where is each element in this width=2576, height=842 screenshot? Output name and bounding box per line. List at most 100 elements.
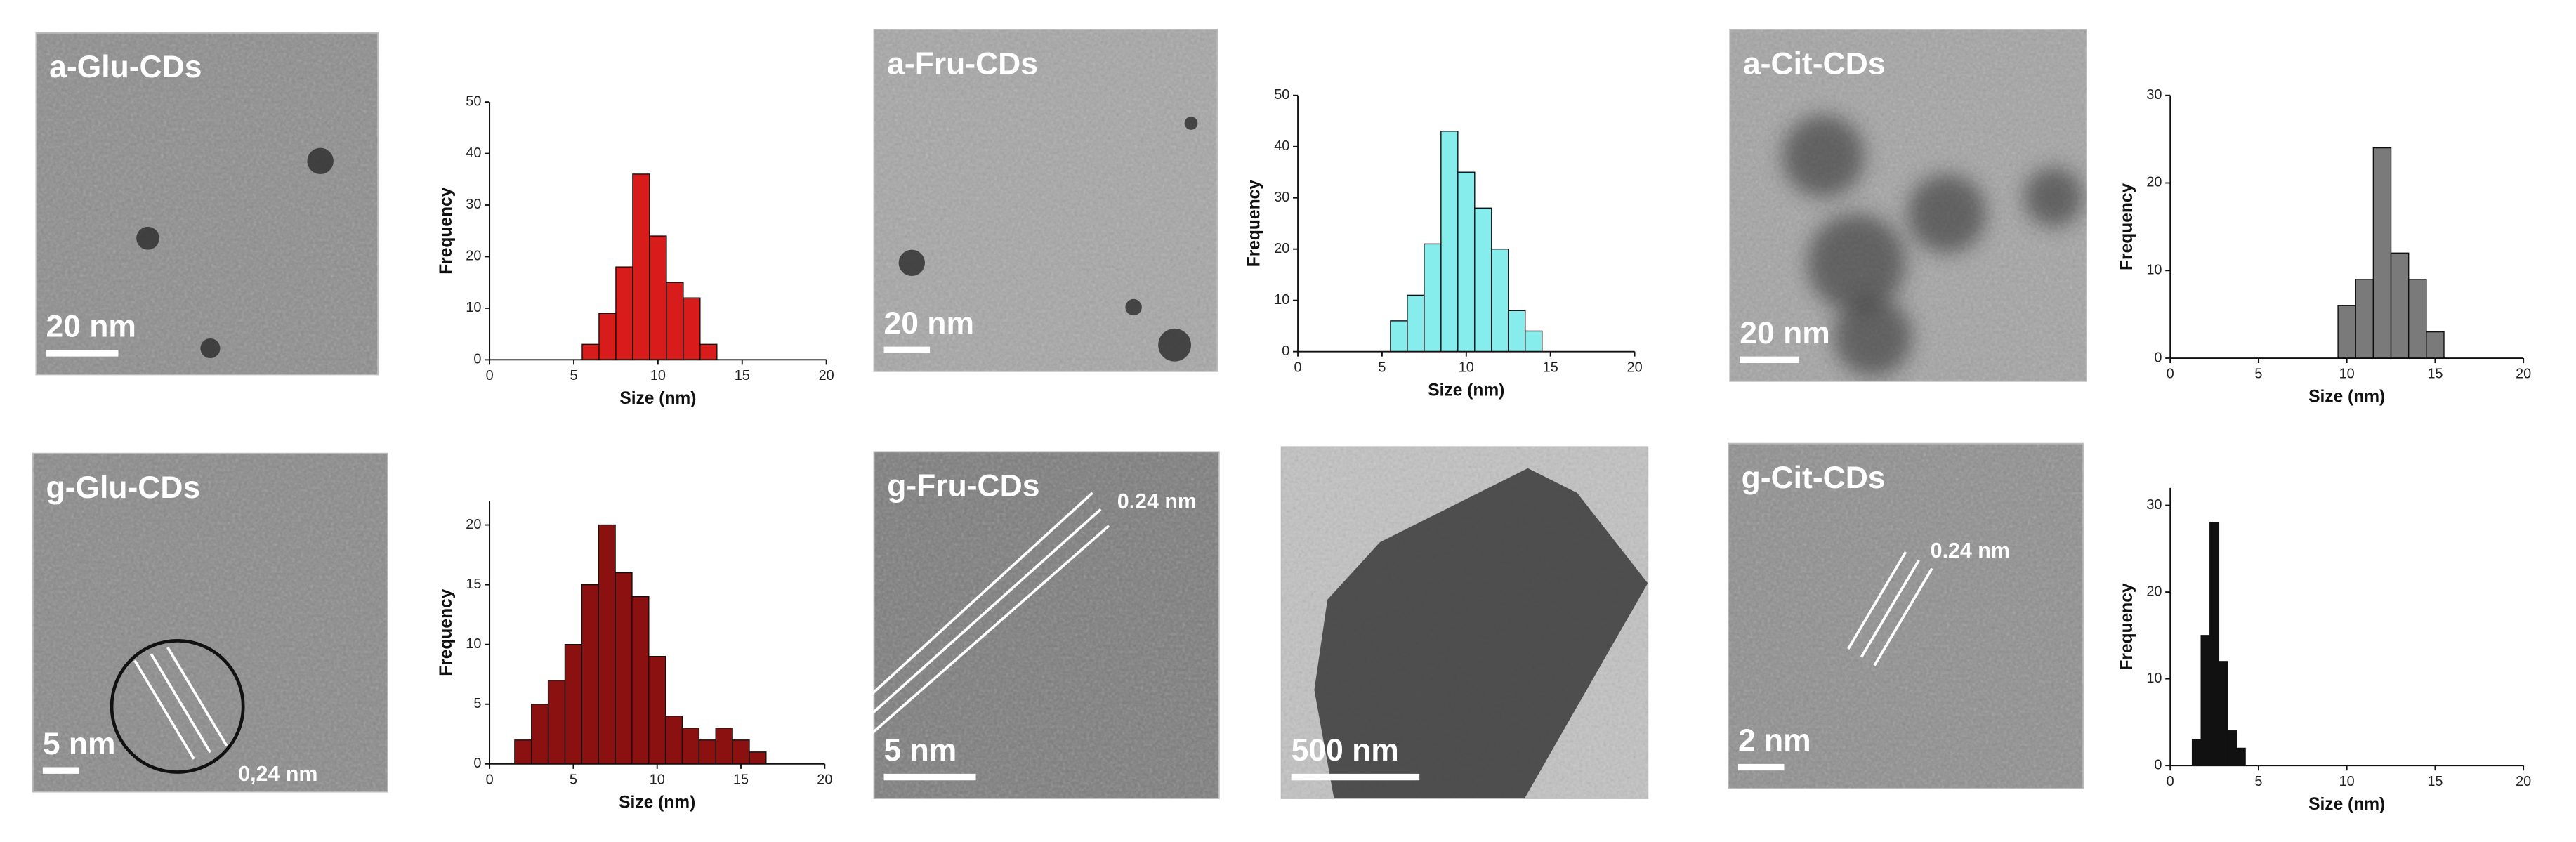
image-content	[32, 453, 388, 792]
bar	[2209, 522, 2220, 766]
x-tick-label: 0	[1294, 360, 1302, 375]
bar	[681, 728, 700, 765]
histogram: 0 10 20 30 0 5 10 15 20 Size (nm) Frequency	[2117, 87, 2531, 407]
bar	[666, 282, 684, 361]
bar	[598, 313, 617, 361]
y-tick-label: 10	[2146, 671, 2162, 686]
y-axis-label: Frequency	[2117, 583, 2136, 670]
image-label: a-Glu-CDs	[49, 50, 202, 84]
x-tick-label: 15	[2427, 774, 2443, 789]
x-tick-label: 5	[2254, 774, 2262, 789]
lattice-line	[1860, 559, 1920, 658]
histogram: 0 5 10 15 20 0 5 10 15 20 Size (nm) Frequency	[437, 501, 832, 812]
x-axis-label: Size (nm)	[619, 793, 695, 812]
bar	[749, 751, 767, 765]
lattice-line	[850, 492, 1093, 714]
y-axis-label: Frequency	[437, 588, 456, 676]
y-tick-label: 0	[2154, 350, 2162, 365]
scale-bar-label: 20 nm	[1740, 316, 1829, 350]
y-tick-label: 10	[466, 300, 481, 315]
bar	[2200, 635, 2211, 766]
particle	[1158, 328, 1191, 362]
image-texture	[36, 32, 379, 375]
image-texture	[1728, 443, 2084, 789]
image-content	[874, 29, 1218, 371]
image-texture	[874, 29, 1218, 371]
x-axis-label: Size (nm)	[1428, 381, 1504, 400]
bar	[1508, 310, 1526, 353]
bar	[732, 739, 750, 765]
particle	[1314, 468, 1648, 798]
y-tick-label: 30	[1274, 190, 1289, 205]
particle	[1807, 213, 1906, 313]
micrograph: a-Cit-CDs 20 nm	[1729, 29, 2087, 382]
y-tick-label: 20	[466, 517, 481, 532]
bar	[715, 728, 733, 765]
x-tick-label: 5	[570, 368, 577, 383]
bar	[631, 596, 650, 765]
x-axis-label: Size (nm)	[619, 389, 696, 408]
y-tick-label: 0	[2154, 757, 2162, 772]
y-tick-label: 10	[466, 636, 481, 652]
x-tick-label: 15	[2427, 367, 2443, 382]
bar	[664, 716, 683, 765]
x-tick-label: 20	[1627, 360, 1643, 375]
bar	[1440, 131, 1459, 353]
bar	[683, 297, 701, 361]
scale-bar-label: 5 nm	[884, 733, 957, 768]
x-tick-label: 5	[2254, 367, 2262, 382]
x-axis-label: Size (nm)	[2308, 795, 2385, 814]
y-tick-label: 10	[2146, 263, 2162, 278]
bar	[1390, 320, 1408, 353]
image-label: g-Cit-CDs	[1742, 461, 1886, 495]
bar	[1457, 171, 1476, 353]
lattice-line	[166, 646, 228, 747]
image-texture	[32, 453, 388, 792]
y-tick-label: 0	[473, 756, 481, 771]
micrograph: g-Glu-CDs 5 nm 0,24 nm	[32, 452, 389, 793]
image-label: a-Cit-CDs	[1743, 46, 1885, 81]
bar	[1525, 330, 1543, 353]
image-content	[874, 452, 1219, 798]
x-tick-label: 0	[486, 772, 494, 787]
lattice-line	[1873, 567, 1933, 666]
image-content	[36, 32, 379, 375]
x-tick-label: 5	[1378, 360, 1386, 375]
bar	[2407, 279, 2427, 359]
image-label: g-Glu-CDs	[46, 471, 201, 505]
bar	[2372, 147, 2392, 359]
y-tick-label: 30	[2146, 87, 2162, 103]
x-tick-label: 0	[2167, 367, 2174, 382]
y-tick-label: 15	[466, 577, 481, 592]
particle	[1907, 174, 1987, 254]
bar	[2218, 661, 2228, 766]
x-tick-label: 10	[1459, 360, 1474, 375]
y-tick-label: 20	[2146, 175, 2162, 190]
micrograph: a-Glu-CDs 20 nm	[35, 32, 379, 376]
x-tick-label: 10	[2339, 774, 2355, 789]
x-tick-label: 10	[2339, 367, 2355, 382]
y-tick-label: 40	[1274, 138, 1289, 154]
bar	[698, 739, 716, 765]
lattice-line	[133, 659, 195, 760]
scale-bar-label: 5 nm	[43, 727, 116, 761]
y-axis-label: Frequency	[2117, 183, 2136, 270]
particle	[136, 226, 159, 250]
bar	[598, 524, 616, 765]
y-tick-label: 30	[466, 197, 481, 212]
bar	[699, 343, 718, 361]
decoration	[110, 492, 1933, 774]
lattice-line	[856, 525, 1110, 747]
y-tick-label: 50	[466, 93, 481, 109]
x-tick-label: 15	[1543, 360, 1558, 375]
bar	[615, 266, 633, 361]
particle	[898, 249, 926, 277]
image-texture	[874, 452, 1219, 798]
particle	[1125, 298, 1142, 316]
scale-bar-label: 20 nm	[884, 306, 974, 341]
micrograph: g-Cit-CDs 2 nm 0.24 nm	[1727, 442, 2084, 789]
lattice-line	[150, 653, 212, 754]
x-tick-label: 15	[735, 368, 750, 383]
y-tick-label: 20	[2146, 584, 2162, 599]
